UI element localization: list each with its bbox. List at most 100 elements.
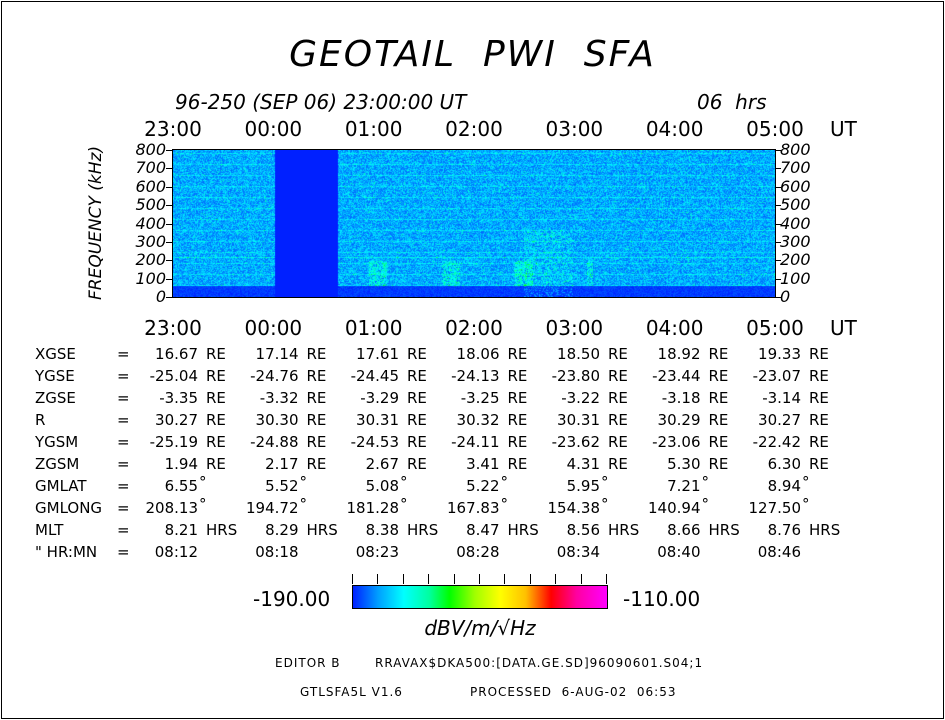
equals-sign: = <box>117 433 130 451</box>
y-tick-label-left: 0 <box>155 287 166 306</box>
y-tick-mark <box>775 186 781 188</box>
ephemeris-unit: RE <box>206 433 226 451</box>
ephemeris-value: 8.56 <box>566 521 600 539</box>
ephemeris-value: -23.06 <box>652 433 701 451</box>
ephemeris-value: -3.14 <box>762 389 801 407</box>
ephemeris-label: MLT <box>35 521 64 539</box>
equals-sign: = <box>117 499 130 517</box>
ephemeris-unit: RE <box>809 345 829 363</box>
ephemeris-value: 8.76 <box>767 521 801 539</box>
footer-editor: EDITOR B <box>275 656 341 670</box>
y-tick-mark <box>775 205 781 207</box>
ephemeris-unit: ° <box>802 473 810 491</box>
ephemeris-value: 30.31 <box>356 411 399 429</box>
ephemeris-unit: RE <box>306 367 327 385</box>
ephemeris-unit: RE <box>708 455 729 473</box>
x-tick-label: 02:00 <box>445 316 503 340</box>
ephemeris-unit: ° <box>500 473 509 491</box>
ephemeris-value: -3.22 <box>561 389 600 407</box>
x-tick-label: 00:00 <box>244 316 303 340</box>
y-tick-label-left: 400 <box>135 213 166 233</box>
ephemeris-value: 127.50 <box>748 499 802 517</box>
ephemeris-value: 3.41 <box>466 455 500 473</box>
equals-sign: = <box>117 367 130 385</box>
ephemeris-unit: RE <box>708 411 729 429</box>
ephemeris-unit: HRS <box>708 521 740 539</box>
ephemeris-value: 8.66 <box>667 521 701 539</box>
y-tick-label-left: 500 <box>135 195 166 215</box>
colorbar-max: -110.00 <box>623 587 701 611</box>
y-tick-label-left: 200 <box>135 250 166 270</box>
y-tick-mark <box>166 260 172 262</box>
colorbar-tick <box>428 574 430 584</box>
ephemeris-unit: ° <box>701 495 710 513</box>
equals-sign: = <box>117 345 130 363</box>
footer-file: RRAVAX$DKA500:[DATA.GE.SD]96090601.S04;1 <box>375 656 704 670</box>
ephemeris-unit: RE <box>809 367 829 385</box>
ephemeris-unit: RE <box>608 345 628 363</box>
ephemeris-value: -3.29 <box>360 389 399 407</box>
equals-sign: = <box>117 521 130 539</box>
ephemeris-value: 18.50 <box>557 345 600 363</box>
equals-sign: = <box>117 389 130 407</box>
ephemeris-unit: RE <box>206 455 226 473</box>
ephemeris-value: 16.67 <box>155 345 198 363</box>
x-tick-label: 01:00 <box>344 316 403 340</box>
y-tick-label-right: 800 <box>780 140 811 159</box>
ephemeris-unit: RE <box>206 411 226 429</box>
ephemeris-unit: RE <box>708 345 729 363</box>
chart-title: GEOTAIL PWI SFA <box>289 34 656 75</box>
ephemeris-unit: ° <box>500 495 509 513</box>
y-tick-mark <box>166 168 172 170</box>
ephemeris-value: -22.42 <box>752 433 801 451</box>
ephemeris-label: ZGSM <box>35 455 80 473</box>
ephemeris-unit: RE <box>608 389 628 407</box>
y-tick-mark <box>775 297 781 298</box>
y-tick-mark <box>166 205 172 207</box>
colorbar-tick <box>555 574 557 584</box>
ephemeris-value: -25.19 <box>149 433 198 451</box>
ephemeris-unit: ° <box>299 473 308 491</box>
x-tick-label: 03:00 <box>545 316 604 340</box>
y-tick-mark <box>775 241 781 243</box>
colorbar <box>352 585 608 609</box>
duration-label: 06 hrs <box>697 90 767 114</box>
ephemeris-value: -3.18 <box>661 389 701 407</box>
ephemeris-unit: ° <box>601 495 609 513</box>
ephemeris-value: 08:34 <box>556 543 600 561</box>
ephemeris-value: 194.72 <box>246 499 299 517</box>
equals-sign: = <box>117 477 130 495</box>
ephemeris-value: -24.13 <box>451 367 500 385</box>
x-unit-bottom: UT <box>830 316 857 340</box>
ephemeris-value: 30.30 <box>255 411 299 429</box>
ephemeris-value: -24.45 <box>350 367 399 385</box>
ephemeris-unit: RE <box>507 345 528 363</box>
ephemeris-unit: RE <box>507 367 528 385</box>
ephemeris-unit: RE <box>809 433 829 451</box>
ephemeris-unit: RE <box>809 411 829 429</box>
ephemeris-value: 5.22 <box>466 477 500 495</box>
ephemeris-value: 6.30 <box>767 455 801 473</box>
colorbar-tick <box>580 574 582 584</box>
y-tick-label-right: 100 <box>780 268 811 288</box>
ephemeris-value: -3.35 <box>159 389 198 407</box>
y-tick-mark <box>775 150 781 151</box>
ephemeris-value: 5.95 <box>566 477 600 495</box>
ephemeris-value: 8.38 <box>365 521 399 539</box>
ephemeris-value: 30.27 <box>758 411 801 429</box>
ephemeris-unit: RE <box>507 433 528 451</box>
ephemeris-unit: ° <box>299 495 308 513</box>
ephemeris-unit: ° <box>400 495 408 513</box>
ephemeris-label: YGSE <box>35 367 75 385</box>
ephemeris-unit: RE <box>407 389 427 407</box>
ephemeris-value: 8.29 <box>265 521 299 539</box>
ephemeris-value: 18.92 <box>657 345 701 363</box>
ephemeris-value: 08:46 <box>757 543 801 561</box>
y-tick-label-left: 700 <box>135 158 166 178</box>
ephemeris-value: 8.21 <box>164 521 198 539</box>
ephemeris-value: 30.29 <box>657 411 701 429</box>
y-tick-label-right: 0 <box>780 287 791 306</box>
colorbar-tick <box>352 574 353 584</box>
ephemeris-unit: RE <box>407 455 427 473</box>
